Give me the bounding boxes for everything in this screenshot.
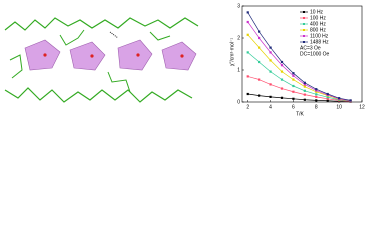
series-line xyxy=(247,34,351,102)
x-tick-label: 10 xyxy=(336,104,342,110)
series-line xyxy=(247,76,351,102)
y-axis-label: χ''/cm³·mol⁻¹ xyxy=(229,38,235,67)
data-point xyxy=(258,78,261,81)
data-point xyxy=(326,97,329,100)
atom xyxy=(90,54,94,58)
x-tick-label: 4 xyxy=(269,104,272,110)
data-point xyxy=(349,99,352,102)
legend-marker xyxy=(303,17,305,19)
ligand xyxy=(4,87,193,103)
legend-label: 800 Hz xyxy=(310,27,326,33)
data-point xyxy=(292,84,295,88)
data-point xyxy=(280,70,284,73)
data-point xyxy=(280,64,284,67)
data-point xyxy=(269,46,272,49)
bond xyxy=(109,31,119,39)
legend-label: 100 Hz xyxy=(310,15,326,21)
ligand xyxy=(59,29,85,46)
data-point xyxy=(303,89,306,92)
legend-label: 10 Hz xyxy=(310,9,324,15)
data-point xyxy=(292,72,295,75)
data-point xyxy=(269,70,272,73)
data-point xyxy=(303,98,306,101)
data-point xyxy=(292,90,295,93)
data-point xyxy=(246,11,249,14)
data-point xyxy=(269,83,272,86)
atom xyxy=(180,54,184,58)
data-point xyxy=(315,90,318,93)
legend-marker xyxy=(303,29,305,31)
data-point xyxy=(280,78,284,81)
data-point xyxy=(338,97,341,100)
legend-marker xyxy=(303,23,305,25)
data-point xyxy=(315,95,318,98)
data-point xyxy=(292,97,295,100)
data-point xyxy=(303,81,306,84)
series-line xyxy=(247,21,351,102)
data-point xyxy=(269,59,272,62)
polyhedron xyxy=(24,39,61,71)
annotation: DC=1000 Oe xyxy=(300,51,330,57)
atom xyxy=(136,53,140,57)
data-point xyxy=(315,89,318,92)
data-point xyxy=(258,46,261,49)
data-point xyxy=(303,83,306,86)
legend-label: 1488 Hz xyxy=(310,39,329,45)
page: T/K χ''/cm³·mol⁻¹ 0 1 2 3 2 4 6 8 10 12 10 Hz 100 H… xyxy=(4,3,365,118)
x-tick-label: 2 xyxy=(246,104,249,110)
x-tick-label: 12 xyxy=(359,104,365,110)
data-point xyxy=(258,60,261,64)
data-point xyxy=(326,99,329,102)
polyhedron xyxy=(117,39,153,71)
ligand xyxy=(4,17,199,31)
atom xyxy=(43,53,47,57)
legend-marker xyxy=(303,11,305,13)
x-tick-label: 6 xyxy=(292,104,295,110)
data-point xyxy=(246,20,249,24)
y-tick-label: 1 xyxy=(237,67,240,73)
y-tick-label: 3 xyxy=(237,3,240,9)
molecule-image xyxy=(4,17,199,103)
ligand xyxy=(149,31,171,41)
data-point xyxy=(258,94,261,97)
series-line xyxy=(247,52,351,102)
polyhedron xyxy=(161,41,197,71)
data-point xyxy=(246,92,249,96)
data-point xyxy=(269,95,272,98)
legend-marker xyxy=(303,35,305,37)
legend-label: 400 Hz xyxy=(310,21,326,27)
data-point xyxy=(246,51,249,54)
data-point xyxy=(315,88,318,91)
y-tick-label: 2 xyxy=(237,35,240,41)
data-point xyxy=(258,30,261,33)
polyhedron xyxy=(69,41,106,71)
data-point xyxy=(303,93,306,96)
series-line xyxy=(247,12,351,101)
data-point xyxy=(280,87,284,90)
ligand xyxy=(9,54,23,79)
data-point xyxy=(292,74,295,77)
legend-marker xyxy=(303,41,305,43)
data-point xyxy=(246,33,249,36)
data-point xyxy=(280,96,284,99)
legend-label: 1100 Hz xyxy=(310,33,329,39)
data-point xyxy=(292,78,295,81)
series-line xyxy=(247,93,351,103)
data-point xyxy=(315,93,318,96)
plot-frame xyxy=(241,5,363,103)
data-point xyxy=(315,99,318,102)
data-point xyxy=(258,36,261,40)
y-tick-label: 0 xyxy=(237,99,240,105)
data-point xyxy=(269,51,272,54)
data-point xyxy=(326,96,329,99)
x-tick-label: 8 xyxy=(315,104,318,110)
data-point xyxy=(303,85,306,88)
annotation: AC=3 Oe xyxy=(300,45,321,51)
data-point xyxy=(246,75,249,78)
x-axis-label: T/K xyxy=(296,111,304,117)
data-point xyxy=(280,60,284,64)
ligand xyxy=(107,71,131,93)
data-point xyxy=(326,92,329,96)
